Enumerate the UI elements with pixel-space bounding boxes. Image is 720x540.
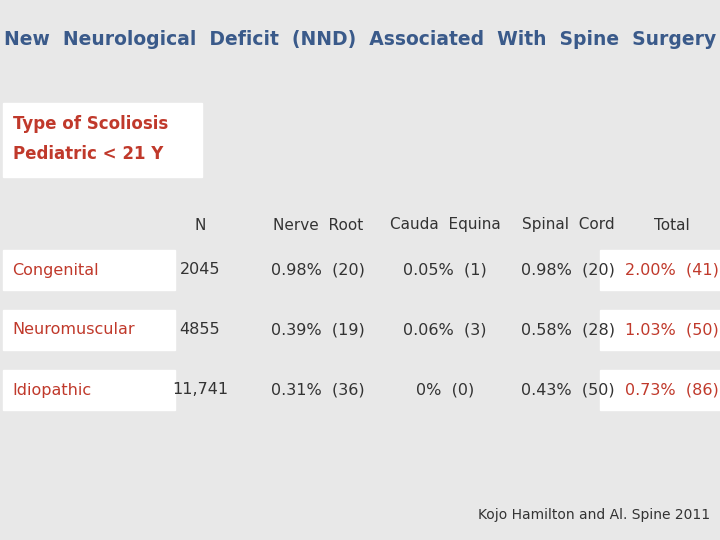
Text: 2.00%  (41): 2.00% (41) — [625, 262, 719, 278]
Text: Nerve  Root: Nerve Root — [273, 218, 363, 233]
Text: 2045: 2045 — [180, 262, 220, 278]
Text: N: N — [194, 218, 206, 233]
Text: 0.98%  (20): 0.98% (20) — [521, 262, 615, 278]
FancyBboxPatch shape — [3, 250, 175, 290]
FancyBboxPatch shape — [3, 370, 175, 410]
Text: 11,741: 11,741 — [172, 382, 228, 397]
Text: 0.98%  (20): 0.98% (20) — [271, 262, 365, 278]
Text: 0.06%  (3): 0.06% (3) — [403, 322, 487, 338]
FancyBboxPatch shape — [600, 370, 720, 410]
Text: Neuromuscular: Neuromuscular — [12, 322, 135, 338]
Text: Cauda  Equina: Cauda Equina — [390, 218, 500, 233]
Text: 0.31%  (36): 0.31% (36) — [271, 382, 365, 397]
Text: 0.43%  (50): 0.43% (50) — [521, 382, 615, 397]
FancyBboxPatch shape — [3, 103, 202, 177]
Text: New  Neurological  Deficit  (NND)  Associated  With  Spine  Surgery: New Neurological Deficit (NND) Associate… — [4, 30, 716, 49]
Text: Congenital: Congenital — [12, 262, 99, 278]
Text: 0.58%  (28): 0.58% (28) — [521, 322, 615, 338]
Text: Idiopathic: Idiopathic — [12, 382, 91, 397]
FancyBboxPatch shape — [600, 250, 720, 290]
Text: 0.05%  (1): 0.05% (1) — [403, 262, 487, 278]
Text: 0.73%  (86): 0.73% (86) — [625, 382, 719, 397]
Text: 4855: 4855 — [180, 322, 220, 338]
Text: Pediatric < 21 Y: Pediatric < 21 Y — [13, 145, 163, 163]
Text: Kojo Hamilton and Al. Spine 2011: Kojo Hamilton and Al. Spine 2011 — [478, 508, 710, 522]
Text: 1.03%  (50): 1.03% (50) — [625, 322, 719, 338]
Text: Spinal  Cord: Spinal Cord — [522, 218, 614, 233]
Text: 0.39%  (19): 0.39% (19) — [271, 322, 365, 338]
Text: Type of Scoliosis: Type of Scoliosis — [13, 115, 168, 133]
Text: Total: Total — [654, 218, 690, 233]
Text: 0%  (0): 0% (0) — [416, 382, 474, 397]
FancyBboxPatch shape — [3, 310, 175, 350]
FancyBboxPatch shape — [600, 310, 720, 350]
